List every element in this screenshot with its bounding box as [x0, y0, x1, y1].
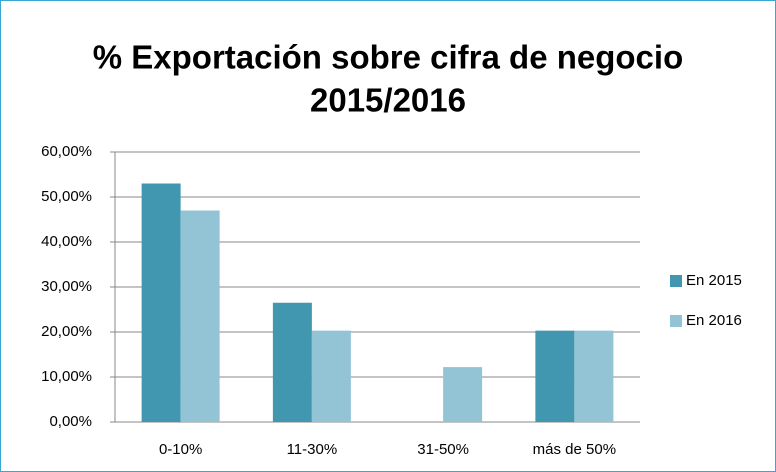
bar: [272, 302, 312, 422]
y-tick-label: 50,00%: [41, 188, 92, 205]
x-tick-label: 0-10%: [159, 441, 202, 458]
chart-title: % Exportación sobre cifra de negocio: [93, 39, 683, 76]
x-tick-label: más de 50%: [533, 441, 616, 458]
bar: [443, 367, 483, 422]
bar: [141, 183, 181, 422]
y-tick-label: 10,00%: [41, 368, 92, 385]
legend-label: En 2016: [686, 312, 742, 329]
x-tick-label: 11-30%: [287, 441, 338, 458]
legend-label: En 2015: [686, 272, 742, 289]
legend-swatch: [670, 315, 682, 327]
y-tick-label: 0,00%: [49, 413, 92, 430]
y-tick-label: 30,00%: [41, 278, 92, 295]
y-tick-label: 60,00%: [41, 143, 92, 160]
y-tick-label: 20,00%: [41, 323, 92, 340]
y-tick-label: 40,00%: [41, 233, 92, 250]
chart-title: 2015/2016: [310, 82, 466, 119]
legend-swatch: [670, 275, 682, 287]
x-tick-label: 31-50%: [417, 441, 469, 458]
bar: [574, 330, 614, 422]
bar: [180, 210, 220, 422]
bar: [311, 330, 351, 422]
bar: [535, 330, 575, 422]
